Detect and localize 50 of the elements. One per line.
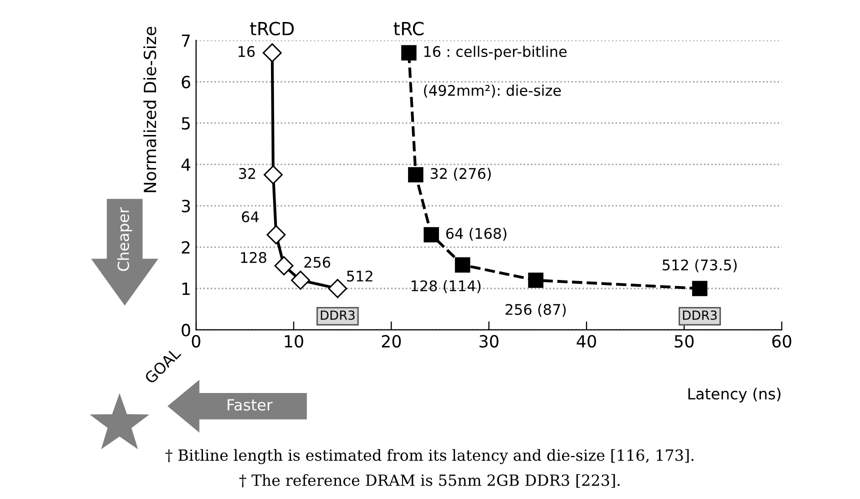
annotation: 256 bbox=[304, 256, 330, 268]
point bbox=[266, 225, 286, 244]
annotation: 16 : cells-per-bitline bbox=[424, 46, 567, 60]
series-label: tRC bbox=[394, 22, 424, 36]
text: † Bitline length is estimated from its latency and die-size [116, 173]. bbox=[166, 449, 694, 464]
y-axis-title: Normalized Die-Size bbox=[143, 26, 156, 192]
annotation: DDR3 bbox=[683, 310, 717, 320]
y-tick-label: 0 bbox=[182, 324, 190, 336]
y-tick-label: 1 bbox=[182, 282, 190, 295]
x-tick-label: 40 bbox=[576, 334, 596, 348]
point bbox=[274, 256, 294, 276]
point bbox=[262, 43, 282, 62]
x-tick-label: 20 bbox=[382, 334, 401, 348]
y-tick-label: 6 bbox=[182, 76, 190, 88]
annotation: 32 bbox=[239, 168, 256, 180]
x-tick-label: 10 bbox=[284, 334, 304, 348]
point bbox=[454, 257, 470, 273]
x-tick-label: 0 bbox=[192, 334, 200, 348]
point bbox=[290, 270, 310, 290]
annotation: 256 (87) bbox=[506, 304, 566, 317]
y-tick-label: 3 bbox=[182, 200, 190, 212]
annotation: 32 (276) bbox=[430, 168, 491, 181]
x-axis-title: Latency (ns) bbox=[688, 388, 780, 403]
x-tick-label: 60 bbox=[772, 334, 792, 348]
annotation: 16 bbox=[238, 46, 255, 58]
text: Faster bbox=[228, 399, 273, 411]
annotation: 512 bbox=[347, 270, 372, 282]
annotation: 64 bbox=[242, 211, 259, 222]
point bbox=[401, 45, 417, 60]
annotation: DDR3 bbox=[320, 310, 355, 320]
annotation: 128 (114) bbox=[412, 280, 480, 294]
y-tick-label: 2 bbox=[182, 241, 190, 254]
point bbox=[408, 167, 424, 182]
point bbox=[264, 165, 283, 184]
y-tick-label: 5 bbox=[182, 117, 190, 130]
point bbox=[528, 272, 544, 288]
point bbox=[692, 280, 708, 296]
point bbox=[424, 227, 439, 242]
y-tick-label: 4 bbox=[181, 158, 190, 171]
series-label: tRCD bbox=[250, 22, 294, 36]
text: Cheaper bbox=[117, 207, 132, 271]
point bbox=[328, 278, 348, 298]
y-tick-label: 7 bbox=[182, 34, 190, 47]
annotation: (492mm²): die-size bbox=[424, 84, 561, 98]
x-tick-label: 30 bbox=[480, 334, 498, 348]
text: † The reference DRAM is 55nm 2GB DDR3 [223]. bbox=[239, 474, 620, 488]
x-tick-label: 50 bbox=[674, 334, 694, 348]
annotation: 128 bbox=[241, 252, 266, 264]
annotation: 512 (73.5) bbox=[662, 259, 737, 272]
annotation: 64 (168) bbox=[446, 228, 506, 241]
